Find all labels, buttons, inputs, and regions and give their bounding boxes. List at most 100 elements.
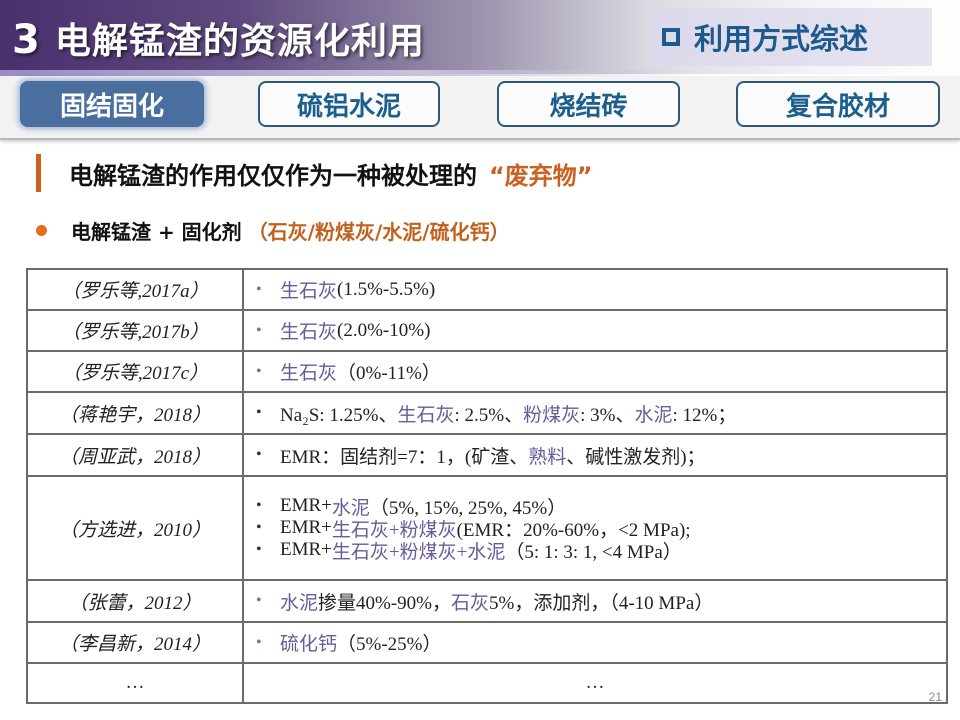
list-item: • 硫化钙 （5%-25%） <box>256 632 938 656</box>
tab-label: 烧结砖 <box>549 91 628 122</box>
material-term: 水泥 <box>331 497 370 519</box>
text-segment: 掺量40%-90%， <box>318 592 451 614</box>
table-row: （罗乐等,2017a） • 生石灰 (1.5%-5.5%) <box>26 268 948 311</box>
content-cell: • 水泥 掺量40%-90%， 石灰 5%，添加剂，（4-10 MPa） <box>242 579 948 623</box>
table-row: （李昌新，2014） • 硫化钙 （5%-25%） <box>26 621 948 664</box>
tab-bar: 固结固化 硫铝水泥 烧结砖 复合胶材 <box>0 76 960 140</box>
bullet-dot-icon <box>36 225 47 236</box>
text-segment: : 2.5%、 <box>454 404 524 426</box>
source-cell: （罗乐等,2017a） <box>26 268 244 311</box>
text-segment: (2.0%-10%) <box>337 319 431 341</box>
text-segment: （0%-11%） <box>337 363 441 384</box>
material-term: 硫化钙 <box>280 634 338 655</box>
section-number: 3 <box>12 17 41 63</box>
header-accent-strip <box>0 70 700 76</box>
tab-label: 固结固化 <box>59 91 164 122</box>
list-item: • 生石灰 （0%-11%） <box>256 361 938 385</box>
ellipsis-cell: … <box>242 662 948 704</box>
source-cell: （蒋艳宇，2018） <box>26 391 244 435</box>
bullet-icon: • <box>256 362 262 380</box>
tab-sulfoaluminate-cement[interactable]: 硫铝水泥 <box>258 81 440 127</box>
source-cell: （张蕾，2012） <box>26 579 244 623</box>
bullet-icon: • <box>256 280 262 298</box>
list-item: • 水泥 掺量40%-90%， 石灰 5%，添加剂，（4-10 MPa） <box>256 590 938 614</box>
ellipsis-cell: … <box>26 662 244 704</box>
title-text: 电解锰渣的资源化利用 <box>54 21 425 62</box>
list-item: • 生石灰 (1.5%-5.5%) <box>256 278 938 303</box>
text-segment: （5%-25%） <box>337 634 442 655</box>
table-row: （周亚武，2018） • EMR：固结剂=7：1，(矿渣、 熟料 、碱性激发剂)； <box>26 433 948 477</box>
bullet-icon: • <box>256 633 262 651</box>
source-cell: （李昌新，2014） <box>26 621 244 664</box>
tab-label: 复合胶材 <box>785 91 890 122</box>
tab-solidification[interactable]: 固结固化 <box>20 81 204 127</box>
content-cell: • 生石灰 （0%-11%） <box>242 350 948 393</box>
accent-bar <box>36 154 41 192</box>
content-cell: • EMR：固结剂=7：1，(矿渣、 熟料 、碱性激发剂)； <box>242 433 948 477</box>
text-segment: 、碱性激发剂)； <box>566 446 706 468</box>
material-term: 生石灰 <box>397 404 455 426</box>
table-row: （张蕾，2012） • 水泥 掺量40%-90%， 石灰 5%，添加剂，（4-10 MPa… <box>26 579 948 623</box>
text-segment: EMR+ <box>280 495 332 516</box>
source-cell: （周亚武，2018） <box>26 433 244 477</box>
claim-highlight: “废弃物” <box>489 161 593 190</box>
text-segment: EMR+ <box>280 539 332 560</box>
tab-sintered-brick[interactable]: 烧结砖 <box>497 81 680 127</box>
table-row-ellipsis: …… <box>26 662 948 704</box>
text-segment: : 3%、 <box>580 404 635 426</box>
tab-composite-binder[interactable]: 复合胶材 <box>736 81 940 127</box>
material-term: 熟料 <box>528 446 567 468</box>
bullet-icon: • <box>256 497 262 514</box>
list-item: • EMR+ 水泥 （5%, 15%, 25%, 45%） <box>256 495 938 519</box>
square-bullet-icon <box>662 28 680 46</box>
content-cell: • 生石灰 (1.5%-5.5%) <box>242 268 948 311</box>
content-cell: • EMR+ 水泥 （5%, 15%, 25%, 45%） • EMR+ 生石灰+粉煤灰 (… <box>242 475 948 581</box>
material-term: 石灰 <box>451 592 490 614</box>
content-cell: • 生石灰 (2.0%-10%) <box>242 309 948 352</box>
list-item: • EMR：固结剂=7：1，(矿渣、 熟料 、碱性激发剂)； <box>256 444 938 468</box>
bullet-icon: • <box>256 519 262 536</box>
material-term: 粉煤灰 <box>523 404 581 426</box>
text-segment: (1.5%-5.5%) <box>337 278 436 300</box>
text-segment: EMR+ <box>280 517 332 538</box>
material-term: 生石灰 <box>280 363 338 384</box>
source-cell: （罗乐等,2017b） <box>26 309 244 352</box>
list-item: • 生石灰 (2.0%-10%) <box>256 319 938 344</box>
material-term: 水泥 <box>634 404 673 426</box>
reference-table: （罗乐等,2017a） • 生石灰 (1.5%-5.5%) （罗乐等,2017b） • 生石… <box>26 268 948 704</box>
content-cell: • Na₂S: 1.25%、 生石灰: 2.5%、 粉煤灰: 3%、 水泥: 12%； <box>242 391 948 435</box>
table-row: （蒋艳宇，2018） • Na₂S: 1.25%、 生石灰: 2.5%、 粉煤灰: 3%… <box>26 391 948 435</box>
table-row: （罗乐等,2017c） • 生石灰 （0%-11%） <box>26 350 948 393</box>
bullet-icon: • <box>256 404 262 421</box>
bullet-text: 电解锰渣 + 固化剂 <box>71 220 242 244</box>
content-cell: • 硫化钙 （5%-25%） <box>242 621 948 664</box>
source-cell: （罗乐等,2017c） <box>26 350 244 393</box>
claim-text: 电解锰渣的作用仅仅作为一种被处理的 “废弃物” <box>69 156 593 191</box>
list-item: • EMR+ 生石灰+粉煤灰 (EMR：20%-60%，<2 MPa); <box>256 517 938 541</box>
bullet-icon: • <box>256 592 262 609</box>
section-tag-label: 利用方式综述 <box>694 22 869 56</box>
tab-label: 硫铝水泥 <box>296 91 401 122</box>
table-row: （方选进，2010） • EMR+ 水泥 （5%, 15%, 25%, 45%） • EMR… <box>26 475 948 581</box>
material-term: 水泥 <box>280 592 319 614</box>
text-segment: (EMR：20%-60%，<2 MPa); <box>456 519 691 541</box>
claim-main: 电解锰渣的作用仅仅作为一种被处理的 <box>69 161 477 190</box>
bullet-highlight: （石灰/粉煤灰/水泥/硫化钙） <box>247 220 510 244</box>
material-term: 生石灰 <box>280 281 338 302</box>
method-bullet: 电解锰渣 + 固化剂 （石灰/粉煤灰/水泥/硫化钙） <box>36 216 510 245</box>
material-term: 生石灰 <box>280 322 338 343</box>
material-term: 生石灰+粉煤灰 <box>331 519 457 541</box>
page-title: 3 电解锰渣的资源化利用 <box>12 12 425 64</box>
text-segment: : 12%； <box>672 404 737 426</box>
bullet-icon: • <box>256 541 262 558</box>
text-segment: （5%, 15%, 25%, 45%） <box>369 497 567 519</box>
text-segment: Na₂S: 1.25%、 <box>280 404 398 426</box>
material-term: 生石灰+粉煤灰+水泥 <box>331 541 506 563</box>
page-number: 21 <box>928 690 942 704</box>
bullet-icon: • <box>256 446 262 463</box>
source-cell: （方选进，2010） <box>26 475 244 581</box>
list-item: • Na₂S: 1.25%、 生石灰: 2.5%、 粉煤灰: 3%、 水泥: 12%； <box>256 402 938 426</box>
text-segment: （5: 1: 3: 1, <4 MPa） <box>505 541 682 563</box>
list-item: • EMR+ 生石灰+粉煤灰+水泥 （5: 1: 3: 1, <4 MPa） <box>256 539 938 563</box>
table-row: （罗乐等,2017b） • 生石灰 (2.0%-10%) <box>26 309 948 352</box>
